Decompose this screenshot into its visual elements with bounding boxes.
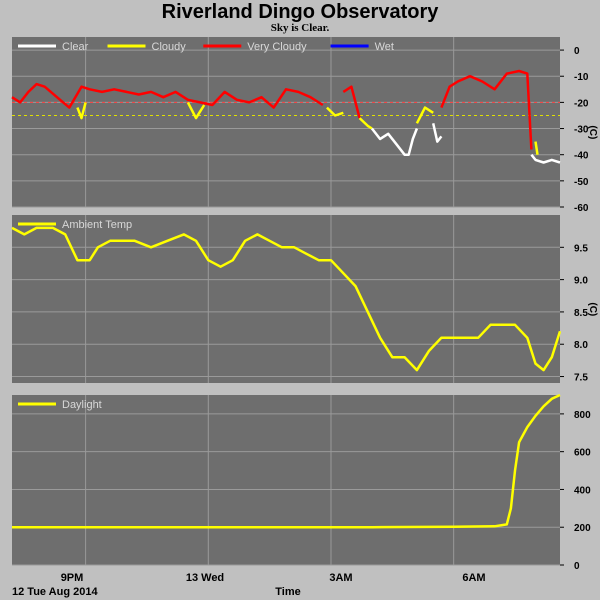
y-tick-label: 200 — [574, 523, 591, 534]
series-line-cloudy — [186, 101, 206, 120]
series-line-very-cloudy — [342, 85, 361, 119]
series-line-clear — [530, 153, 561, 164]
y-tick-label: 400 — [574, 485, 591, 496]
y-axis-label: (C) — [587, 302, 598, 316]
legend-label: Very Cloudy — [247, 41, 307, 53]
legend-label: Wet — [375, 41, 394, 53]
y-tick-label: -30 — [574, 125, 589, 136]
panel-sky-bg — [12, 37, 560, 207]
series-line-cloudy — [326, 106, 344, 117]
y-tick-label: -50 — [574, 177, 589, 188]
series-line-cloudy — [358, 117, 373, 130]
sky-status: Sky is Clear. — [270, 22, 330, 34]
series-line-very-cloudy — [11, 82, 324, 109]
series-line-cloudy — [534, 141, 539, 155]
y-tick-label: 7.5 — [574, 373, 588, 384]
series-line-clear — [370, 127, 419, 156]
series-line-daylight — [12, 393, 561, 529]
page-title: Riverland Dingo Observatory — [161, 1, 439, 23]
y-tick-label: 9.5 — [574, 243, 588, 254]
series-line-very-cloudy — [440, 69, 533, 150]
y-tick-label: 800 — [574, 410, 591, 421]
y-tick-label: -10 — [574, 72, 589, 83]
y-tick-label: -60 — [574, 203, 589, 214]
series-line-cloudy — [415, 106, 434, 124]
y-tick-label: 0 — [574, 561, 580, 572]
y-tick-label: 8.5 — [574, 308, 588, 319]
legend-label: Daylight — [62, 399, 102, 411]
x-tick-label: 13 Wed — [186, 572, 224, 584]
x-tick-label: 6AM — [462, 572, 485, 584]
panel-daylight-bg — [12, 395, 560, 565]
series-line-cloudy — [76, 102, 87, 120]
legend-label: Clear — [62, 41, 89, 53]
x-axis-title: Time — [275, 586, 300, 598]
y-tick-label: 9.0 — [574, 276, 588, 287]
y-tick-label: 0 — [574, 46, 580, 57]
legend-label: Cloudy — [152, 41, 187, 53]
series-line-clear — [431, 123, 443, 143]
x-tick-label: 3AM — [329, 572, 352, 584]
y-tick-label: 8.0 — [574, 340, 588, 351]
series-line-ambient-temp — [11, 226, 562, 372]
y-tick-label: -40 — [574, 151, 589, 162]
y-tick-label: -20 — [574, 98, 589, 109]
x-tick-label: 9PM — [61, 572, 84, 584]
date-label: 12 Tue Aug 2014 — [12, 586, 98, 598]
panel-ambient-bg — [12, 215, 560, 383]
y-axis-label: (C) — [587, 125, 598, 139]
y-tick-label: 600 — [574, 448, 591, 459]
legend-label: Ambient Temp — [62, 219, 132, 231]
